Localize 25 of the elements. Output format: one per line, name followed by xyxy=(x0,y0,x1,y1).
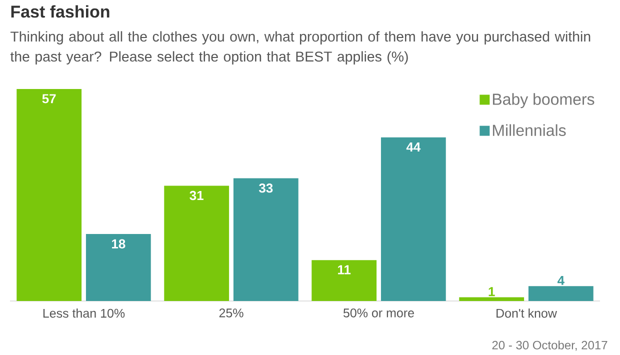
x-tick-label: Don't know xyxy=(496,308,557,318)
bar xyxy=(528,286,594,301)
data-label: 44 xyxy=(406,142,421,152)
chart-subtitle: Thinking about all the clothes you own, what proportion of them have you purchased within the past year? Please select the option that BEST applies (%) xyxy=(10,31,590,64)
bar xyxy=(233,178,298,301)
bar xyxy=(459,297,524,301)
text: 20 - 30 October, 2017 xyxy=(492,340,608,351)
data-label: 18 xyxy=(112,239,126,248)
legend-label: Millennials xyxy=(492,124,566,136)
data-label: 33 xyxy=(258,183,273,193)
data-label: 11 xyxy=(338,265,351,274)
bar xyxy=(16,89,82,301)
chart-title: Fast fashion xyxy=(11,5,110,18)
bar xyxy=(164,186,230,301)
x-tick-label: Less than 10% xyxy=(43,308,125,318)
data-label: 4 xyxy=(558,276,564,285)
bar xyxy=(86,234,151,301)
legend-label: Baby boomers xyxy=(492,93,594,108)
bar xyxy=(312,260,377,301)
x-tick-label: 25% xyxy=(219,308,244,318)
data-label: 1 xyxy=(488,287,495,296)
data-label: 57 xyxy=(42,94,56,104)
x-tick-label: 50% or more xyxy=(343,308,414,318)
bar xyxy=(380,137,446,301)
data-label: 31 xyxy=(190,190,204,200)
